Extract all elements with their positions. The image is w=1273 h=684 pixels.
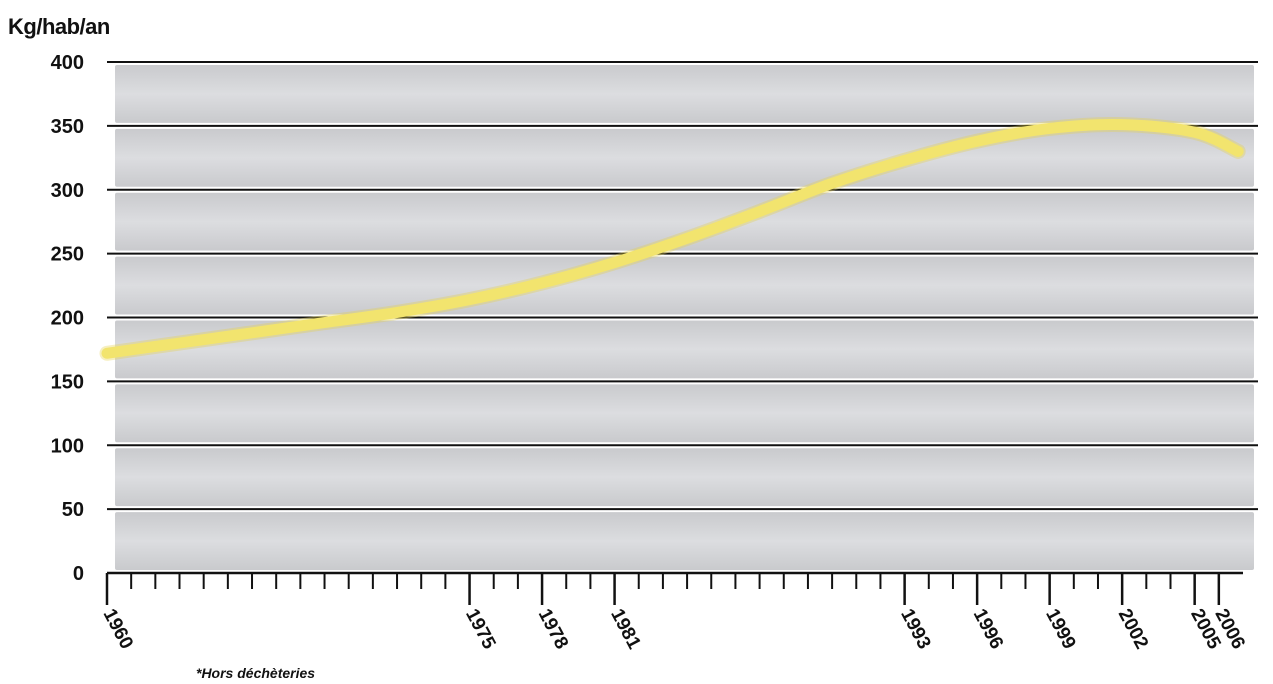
footnote: *Hors déchèteries: [196, 665, 316, 681]
y-tick-label: 50: [62, 499, 84, 521]
series-line: [101, 118, 1244, 359]
x-tick-label: 1981: [606, 605, 645, 653]
x-tick-label: 1978: [534, 605, 572, 652]
y-tick-label: 100: [51, 435, 84, 457]
y-tick-label: 400: [51, 52, 84, 74]
x-tick-label: 1999: [1041, 605, 1079, 652]
x-tick-label: 2002: [1114, 605, 1152, 652]
grid-band: [115, 65, 1254, 123]
y-tick-label: 200: [51, 308, 84, 330]
grid-band: [115, 512, 1254, 570]
y-tick-label: 150: [51, 371, 84, 393]
x-tick-label: 1996: [969, 605, 1007, 652]
y-tick-label: 300: [51, 180, 84, 202]
y-axis-label: Kg/hab/an: [8, 14, 110, 39]
grid-band: [115, 448, 1254, 507]
grid-band: [115, 384, 1254, 443]
x-tick-label: 1975: [461, 605, 500, 653]
x-tick-label: 1960: [99, 605, 137, 652]
x-tick-label: 1993: [896, 605, 934, 652]
grid-band: [115, 192, 1254, 251]
y-tick-label: 250: [51, 244, 84, 266]
grid-band: [115, 128, 1254, 187]
y-tick-label: 0: [73, 563, 84, 585]
y-tick-label: 350: [51, 116, 84, 138]
grid-band: [115, 320, 1254, 379]
grid-band: [115, 256, 1254, 315]
